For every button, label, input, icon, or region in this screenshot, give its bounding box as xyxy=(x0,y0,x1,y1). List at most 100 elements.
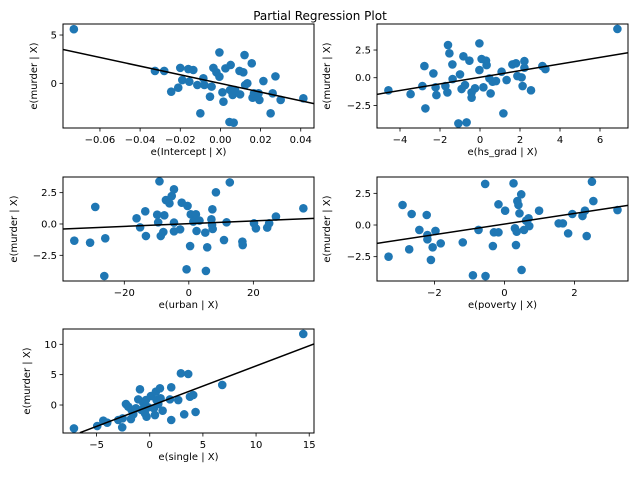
y-tick-label: 5 xyxy=(51,370,57,381)
axes-frame xyxy=(376,23,629,129)
data-point xyxy=(468,270,478,280)
x-tick-label: 15 xyxy=(303,440,316,451)
data-point xyxy=(185,77,194,87)
data-point xyxy=(271,212,281,221)
data-point xyxy=(251,224,261,233)
data-point xyxy=(512,227,521,237)
axes-frame xyxy=(62,328,315,434)
plot-area xyxy=(69,329,314,433)
fit-line xyxy=(63,217,314,230)
data-point xyxy=(459,52,468,61)
data-point xyxy=(587,177,597,186)
x-tick-label: −4 xyxy=(393,135,408,146)
data-point xyxy=(479,83,488,92)
data-point xyxy=(589,196,598,206)
data-point xyxy=(517,73,526,82)
data-point xyxy=(202,242,212,252)
data-point xyxy=(142,412,151,421)
x-tick-label: 0.02 xyxy=(249,135,271,146)
data-point xyxy=(150,410,160,420)
x-tick-label: −2 xyxy=(433,135,448,146)
data-point xyxy=(229,118,238,127)
data-point xyxy=(218,88,227,97)
data-point xyxy=(132,214,141,223)
data-point xyxy=(152,210,162,220)
data-point xyxy=(166,87,176,96)
data-point xyxy=(465,56,474,65)
data-point xyxy=(173,395,183,405)
x-tick-label: 2 xyxy=(517,135,523,146)
y-tick-label: 0.0 xyxy=(355,73,371,84)
x-tick-label: 20 xyxy=(247,288,260,299)
data-point xyxy=(266,109,275,118)
data-point xyxy=(613,24,622,34)
data-point xyxy=(208,205,217,214)
subplot-3: −20 0 20 −2.5 0.0 2.5 e(urban | X) e(murder | X… xyxy=(9,176,315,311)
data-point xyxy=(188,390,198,400)
data-point xyxy=(514,200,523,210)
y-tick-label: −2.5 xyxy=(347,252,371,263)
data-point xyxy=(470,84,480,93)
data-point xyxy=(177,75,187,85)
y-tick-label: −2.5 xyxy=(33,251,57,262)
plot-area xyxy=(377,24,628,128)
y-tick-label: 2.5 xyxy=(355,46,371,57)
data-point xyxy=(518,81,527,91)
data-point xyxy=(445,49,454,58)
x-axis-label: e(urban | X) xyxy=(159,300,219,311)
x-tick-label: −2 xyxy=(427,288,442,299)
axes-frame xyxy=(376,176,629,282)
data-point xyxy=(475,65,484,75)
data-point xyxy=(534,206,544,215)
data-point xyxy=(384,252,393,261)
x-tick-label: 0 xyxy=(186,288,192,299)
y-tick-label: −2.5 xyxy=(347,101,371,112)
data-point xyxy=(462,118,471,127)
data-point xyxy=(268,89,277,98)
plot-area xyxy=(63,24,314,127)
data-point xyxy=(215,72,224,81)
data-point xyxy=(511,59,521,68)
data-point xyxy=(415,225,424,235)
data-point xyxy=(432,90,441,100)
data-point xyxy=(200,80,209,90)
x-tick-label: 6 xyxy=(597,135,603,146)
data-point xyxy=(494,228,503,237)
data-point xyxy=(219,97,228,107)
x-tick-label: 2 xyxy=(571,288,577,299)
data-point xyxy=(238,240,248,250)
data-point xyxy=(193,80,202,90)
fit-line xyxy=(377,204,628,245)
data-point xyxy=(515,209,524,218)
data-point xyxy=(406,89,415,99)
data-point xyxy=(517,265,526,275)
data-point xyxy=(225,178,235,187)
subplot-4: −2 0 2 −2.5 0.0 2.5 e(poverty | X) e(murder | X… xyxy=(322,176,629,311)
data-point xyxy=(235,90,245,99)
data-point xyxy=(481,271,490,281)
x-tick-label: −0.04 xyxy=(125,135,156,146)
data-point xyxy=(189,65,198,75)
data-point xyxy=(196,109,205,118)
data-point xyxy=(159,227,168,237)
data-point xyxy=(100,233,110,243)
data-point xyxy=(69,424,79,433)
data-point xyxy=(475,39,484,48)
subplot-1: −0.06 −0.04 −0.02 0.00 0.02 0.04 0 5 e(Intercept… xyxy=(29,23,315,158)
data-point xyxy=(271,72,280,81)
data-point xyxy=(135,385,145,394)
data-point xyxy=(520,56,529,66)
data-point xyxy=(247,59,257,68)
data-point xyxy=(182,265,191,274)
data-point xyxy=(167,191,177,201)
data-point xyxy=(183,369,193,379)
x-tick-label: −20 xyxy=(114,288,135,299)
data-point xyxy=(418,81,427,91)
data-point xyxy=(264,219,274,228)
plot-area xyxy=(63,177,314,281)
data-point xyxy=(421,104,430,113)
data-point xyxy=(192,226,201,236)
data-point xyxy=(298,329,308,339)
data-point xyxy=(458,238,468,247)
